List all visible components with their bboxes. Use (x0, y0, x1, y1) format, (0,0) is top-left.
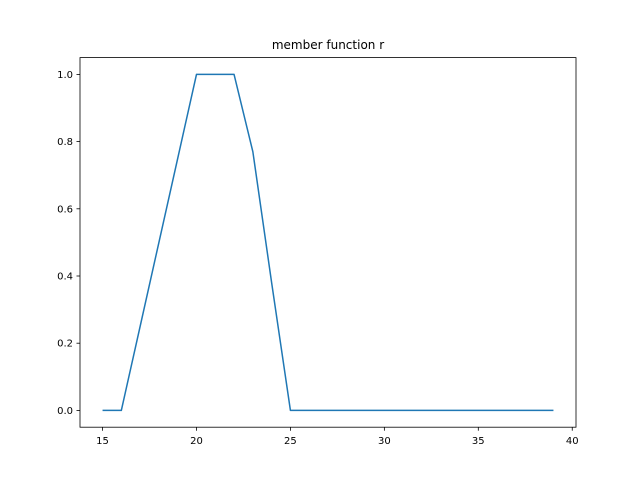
series-line-r (102, 73, 554, 412)
x-axis: 15 20 25 30 35 40 (96, 427, 579, 447)
x-tick-label: 15 (96, 436, 109, 447)
axes-frame (79, 57, 577, 428)
y-tick-label: 0.8 (57, 137, 73, 148)
plot-area (102, 73, 554, 412)
x-tick-label: 35 (472, 436, 485, 447)
y-tick-label: 1.0 (57, 70, 73, 81)
chart-title: member function r (272, 38, 384, 52)
y-tick-label: 0.4 (57, 272, 73, 283)
y-axis: 0.0 0.2 0.4 0.6 0.8 1.0 (57, 70, 80, 417)
x-tick-label: 25 (284, 436, 297, 447)
y-tick-label: 0.6 (57, 204, 73, 215)
y-tick-label: 0.0 (57, 406, 73, 417)
x-tick-label: 30 (378, 436, 391, 447)
y-tick-label: 0.2 (57, 339, 73, 350)
x-tick-label: 20 (190, 436, 203, 447)
x-tick-label: 40 (566, 436, 579, 447)
